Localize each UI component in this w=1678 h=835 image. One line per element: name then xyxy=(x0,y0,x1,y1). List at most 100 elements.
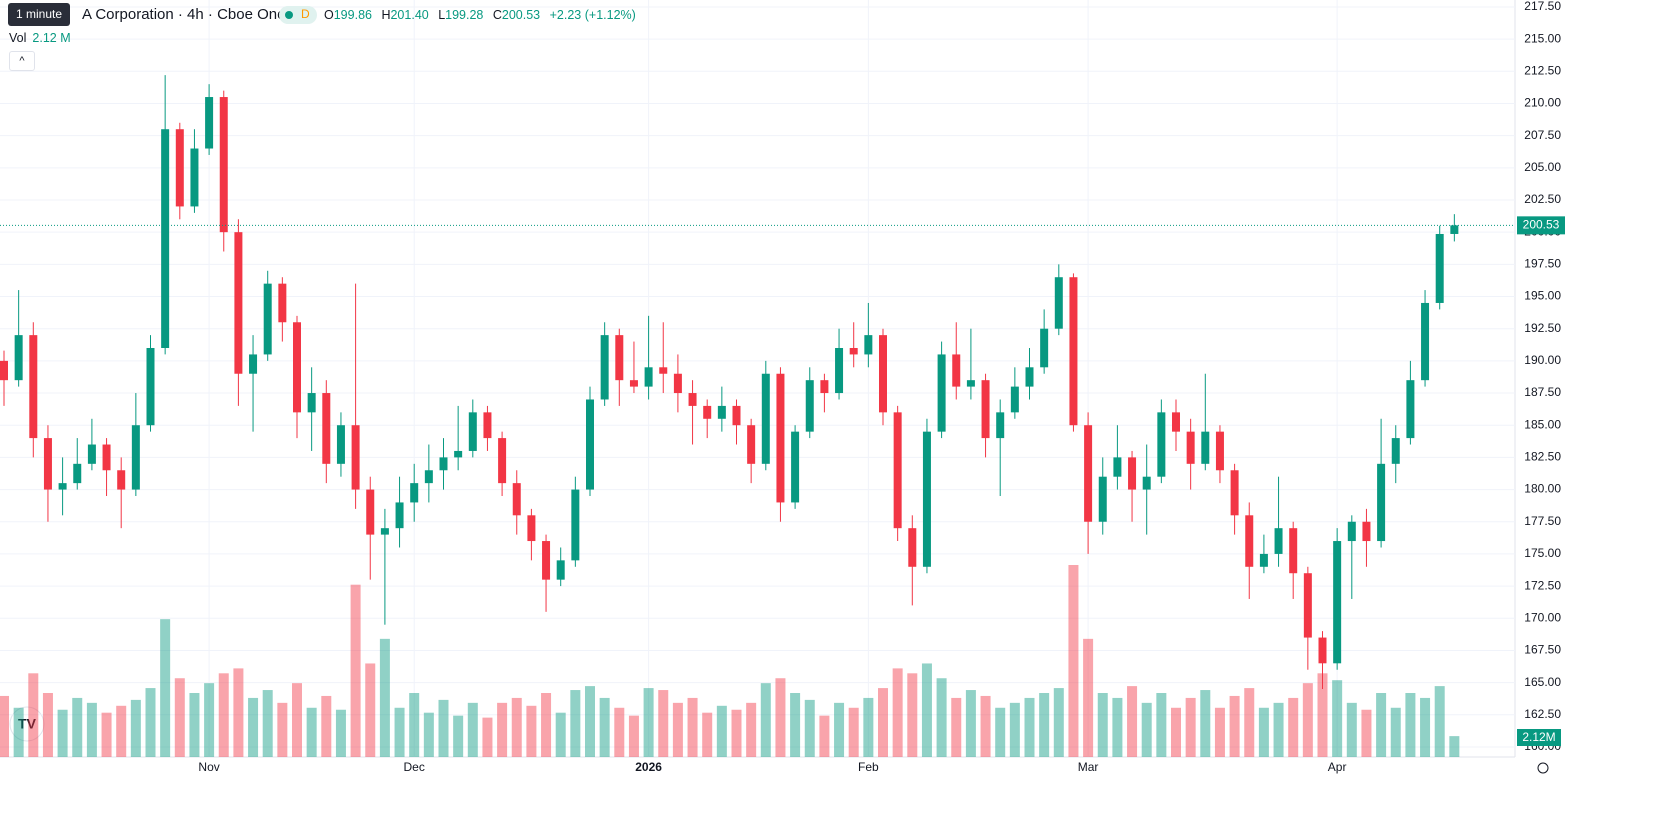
volume-bar xyxy=(409,693,420,757)
candle-body xyxy=(937,354,946,432)
volume-bar xyxy=(248,697,259,757)
volume-legend: Vol 2.12 M xyxy=(9,31,71,45)
volume-bar xyxy=(702,712,713,757)
candle-body xyxy=(322,393,331,464)
volume-bar xyxy=(848,707,859,757)
volume-bar xyxy=(775,678,786,757)
candle-body xyxy=(1098,476,1107,522)
vol-label: Vol xyxy=(9,31,27,45)
volume-bar xyxy=(980,695,991,757)
volume-bar xyxy=(1068,565,1079,757)
candle-body xyxy=(468,412,477,451)
c-label: C xyxy=(492,8,502,22)
candle-body xyxy=(864,335,873,355)
candle-body xyxy=(102,444,111,471)
candle-body xyxy=(673,373,682,394)
candle-body xyxy=(1245,515,1254,567)
volume-bar xyxy=(804,699,815,757)
volume-bar xyxy=(1053,688,1064,757)
candle-body xyxy=(1333,541,1342,664)
volume-bar xyxy=(1302,683,1313,757)
o-value: 199.86 xyxy=(333,8,372,22)
y-tick-label: 202.50 xyxy=(1524,192,1561,206)
volume-bar xyxy=(116,705,127,757)
candle-body xyxy=(1435,233,1444,303)
candle-body xyxy=(219,97,228,233)
volume-bar xyxy=(1156,693,1167,757)
volume-bar xyxy=(907,673,918,757)
volume-bar xyxy=(965,690,976,757)
volume-bar xyxy=(145,688,156,757)
candle-body xyxy=(366,489,375,535)
volume-bar xyxy=(731,709,742,757)
badge-label: D xyxy=(301,7,310,21)
candle-body xyxy=(278,283,287,323)
candle-body xyxy=(805,380,814,432)
volume-bar xyxy=(790,693,801,757)
volume-bar xyxy=(936,678,947,757)
volume-bar xyxy=(687,697,698,757)
volume-bar xyxy=(716,705,727,757)
volume-bar xyxy=(585,686,595,757)
candle-body xyxy=(0,360,8,381)
collapse-button[interactable]: ^ xyxy=(9,51,35,71)
volume-bar xyxy=(541,693,552,757)
candle-body xyxy=(1069,277,1078,426)
volume-bar xyxy=(1171,707,1181,757)
tooltip: 1 minute xyxy=(8,3,71,26)
candle-body xyxy=(556,560,565,580)
y-tick-label: 215.00 xyxy=(1524,31,1561,45)
candle-body xyxy=(542,541,551,580)
candle-body xyxy=(1128,457,1137,490)
candle-body xyxy=(43,438,52,490)
candle-body xyxy=(922,431,931,567)
candle-body xyxy=(1054,277,1063,329)
volume-bar xyxy=(57,709,68,757)
volume-bar xyxy=(1376,693,1387,757)
volume-bar xyxy=(1273,702,1284,757)
volume-bar xyxy=(1009,702,1020,757)
volume-bar xyxy=(72,697,83,757)
candle-body xyxy=(87,444,96,464)
candle-body xyxy=(1303,573,1312,638)
volume-bar xyxy=(863,697,874,757)
y-tick-label: 162.50 xyxy=(1524,707,1561,721)
y-tick-label: 192.50 xyxy=(1524,321,1561,335)
candle-body xyxy=(424,470,433,484)
volume-bar xyxy=(13,707,24,757)
volume-bar xyxy=(1346,702,1357,757)
candle-body xyxy=(893,412,902,529)
candle-body xyxy=(820,380,829,394)
candle-body xyxy=(703,405,712,419)
volume-bar xyxy=(262,690,273,757)
candle-body xyxy=(1010,386,1019,413)
logo xyxy=(9,706,45,742)
volume-bar xyxy=(599,697,610,757)
candle-body xyxy=(732,405,741,426)
volume-bar xyxy=(1214,707,1225,757)
y-tick-label: 167.50 xyxy=(1524,643,1561,657)
volume-bar xyxy=(1244,688,1255,757)
candle-body xyxy=(263,283,272,355)
l-label: L xyxy=(438,8,446,22)
volume-bar xyxy=(379,638,390,757)
candle-body xyxy=(908,528,917,567)
x-tick-label: 2026 xyxy=(635,760,662,774)
volume-bar xyxy=(1258,707,1269,757)
volume-label: 2.12M xyxy=(1522,730,1555,744)
x-tick-label: Mar xyxy=(1078,760,1099,774)
candle-body xyxy=(981,380,990,439)
volume-bar xyxy=(438,699,449,757)
settings-icon[interactable] xyxy=(1537,762,1549,774)
candle-body xyxy=(1377,463,1386,542)
volume-bar xyxy=(526,705,537,757)
volume-bar xyxy=(1420,697,1431,757)
volume-bar xyxy=(160,619,171,757)
candle-body xyxy=(849,347,858,355)
volume-bar xyxy=(1449,736,1460,757)
candle-body xyxy=(1362,521,1371,542)
volume-bar xyxy=(658,690,669,757)
candle-body xyxy=(761,373,770,464)
y-tick-label: 177.50 xyxy=(1524,514,1561,528)
